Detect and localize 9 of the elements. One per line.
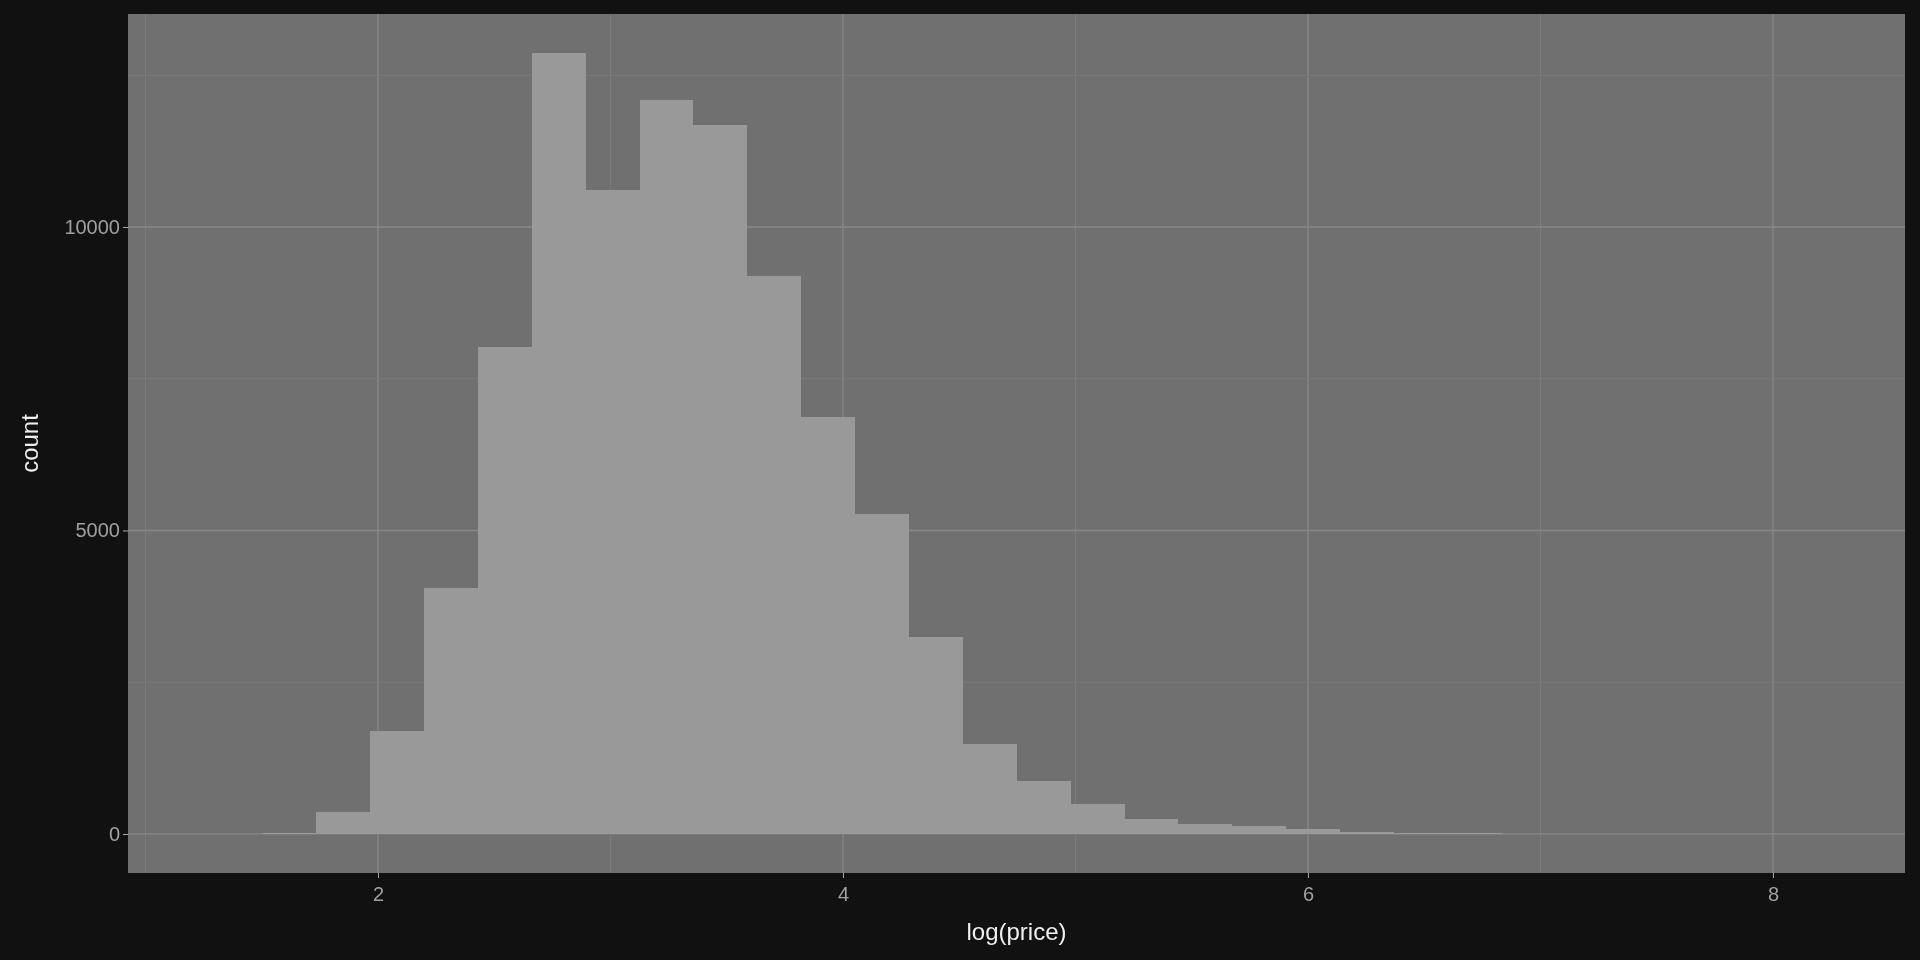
- x-tick-label: 2: [372, 883, 384, 905]
- x-axis-title: log(price): [966, 918, 1067, 945]
- y-axis-title: count: [16, 413, 43, 473]
- x-tick-label: 8: [1767, 883, 1779, 905]
- y-tick-label: 10000: [64, 215, 120, 238]
- y-tick-label: 0: [108, 822, 120, 845]
- x-tick-label: 6: [1302, 883, 1314, 905]
- y-tick-label: 5000: [75, 519, 120, 542]
- x-tick-label: 4: [837, 883, 849, 905]
